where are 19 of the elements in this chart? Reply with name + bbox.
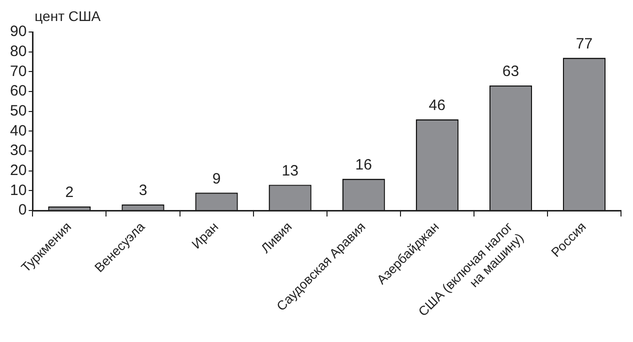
data-label: 2 (65, 184, 74, 202)
y-tick-label: 80 (10, 42, 27, 60)
data-label: 3 (138, 182, 148, 200)
y-tick-label: 30 (10, 142, 27, 160)
y-tick-label: 60 (10, 82, 27, 100)
data-label: 63 (502, 63, 520, 80)
data-label: 77 (576, 35, 593, 52)
y-tick-label: 70 (10, 62, 27, 80)
y-tick-label: 40 (10, 122, 27, 140)
y-tick-label: 50 (10, 102, 27, 120)
data-label: 16 (355, 156, 372, 174)
data-label: 9 (212, 170, 221, 188)
y-tick-label: 10 (10, 182, 27, 199)
y-tick-label: 90 (10, 23, 27, 40)
y-axis-title: цент США (34, 8, 102, 24)
y-tick-label: 20 (10, 162, 27, 179)
data-label: 46 (428, 96, 446, 114)
y-tick-label: 0 (18, 202, 27, 219)
data-label: 13 (282, 162, 298, 180)
